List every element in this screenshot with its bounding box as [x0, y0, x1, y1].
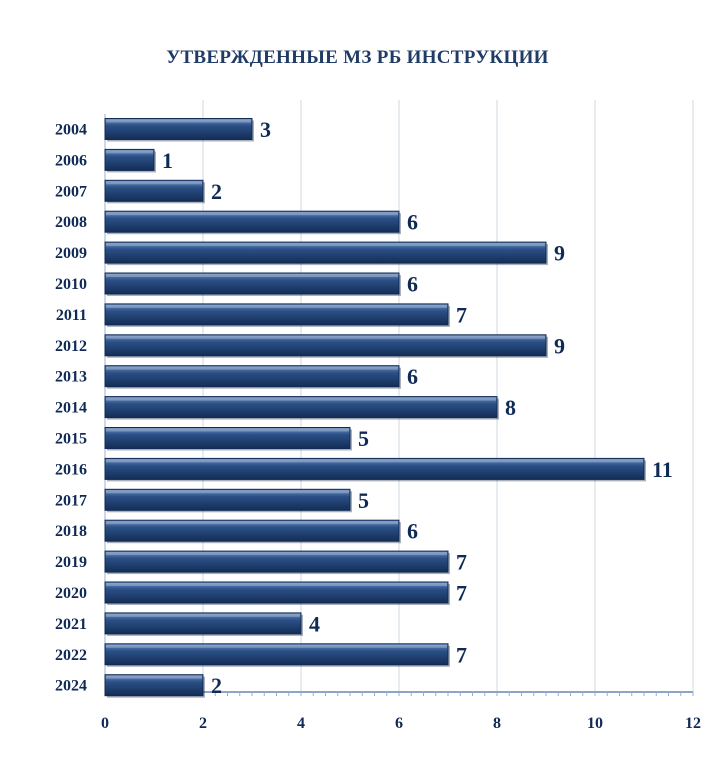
- data-label: 9: [554, 241, 565, 266]
- y-category-label: 2020: [55, 585, 87, 602]
- data-label: 6: [407, 272, 418, 297]
- y-category-label: 2021: [55, 616, 87, 633]
- data-label: 7: [456, 550, 467, 575]
- bar-highlight: [106, 675, 202, 679]
- x-tick-label: 4: [297, 715, 305, 732]
- x-tick-label: 8: [493, 715, 501, 732]
- x-tick-label: 0: [101, 715, 109, 732]
- x-tick-label: 10: [587, 715, 603, 732]
- bar-2010: [104, 272, 400, 295]
- data-label: 6: [407, 364, 418, 389]
- y-category-label: 2018: [55, 523, 87, 540]
- y-category-label: 2024: [55, 678, 87, 695]
- bars: [104, 118, 646, 698]
- data-label: 9: [554, 333, 565, 358]
- bar-highlight: [106, 613, 300, 617]
- data-label: 6: [407, 210, 418, 235]
- bar-highlight: [106, 428, 349, 432]
- y-category-label: 2015: [55, 431, 87, 448]
- labels: 2004 3 2006 1 2007 2 2008 6 2009 9 2010 6 2011 7 2012 9…: [55, 117, 673, 698]
- bar-highlight: [106, 243, 545, 247]
- y-category-label: 2016: [55, 461, 87, 478]
- bar-2018: [104, 519, 400, 542]
- x-tick-label: 6: [395, 715, 403, 732]
- bar-2012: [104, 334, 547, 357]
- y-category-label: 2006: [55, 152, 87, 169]
- bar-2024: [104, 674, 204, 697]
- bar-highlight: [106, 212, 398, 216]
- bar-highlight: [106, 644, 447, 648]
- bar-2015: [104, 427, 351, 449]
- y-category-label: 2014: [55, 400, 87, 417]
- y-category-label: 2012: [55, 338, 87, 355]
- bar-highlight: [106, 521, 398, 525]
- x-axis: 0 2 4 6 8 10 12: [101, 114, 701, 732]
- bar-2013: [104, 365, 400, 388]
- x-tick-label: 12: [685, 715, 701, 732]
- bar-2011: [104, 303, 449, 326]
- data-label: 7: [456, 581, 467, 606]
- bar-highlight: [106, 335, 545, 339]
- bar-2017: [104, 488, 351, 511]
- data-label: 1: [162, 148, 173, 173]
- y-category-label: 2017: [55, 492, 87, 509]
- data-label: 3: [260, 117, 271, 142]
- bar-highlight: [106, 304, 447, 308]
- y-category-label: 2009: [55, 245, 87, 262]
- chart-title: УТВЕРЖДЕННЫЕ МЗ РБ ИНСТРУКЦИИ: [166, 47, 549, 68]
- data-label: 7: [456, 642, 467, 667]
- bar-2007: [104, 179, 204, 202]
- bar-highlight: [106, 490, 349, 494]
- bar-highlight: [106, 119, 251, 123]
- y-category-label: 2011: [56, 307, 87, 324]
- bar-highlight: [106, 366, 398, 370]
- bar-2019: [104, 550, 449, 573]
- bar-2006: [104, 148, 155, 171]
- y-category-label: 2008: [55, 214, 87, 231]
- data-label: 5: [358, 426, 369, 451]
- bar-2016: [104, 457, 645, 480]
- bar-2020: [104, 581, 449, 604]
- bar-highlight: [106, 181, 202, 185]
- data-label: 11: [652, 457, 673, 482]
- data-label: 2: [211, 179, 222, 204]
- bar-highlight: [106, 397, 496, 401]
- bar-2022: [104, 643, 449, 666]
- data-label: 8: [505, 395, 516, 420]
- bar-2014: [104, 396, 498, 419]
- y-category-label: 2004: [55, 122, 87, 139]
- data-label: 5: [358, 488, 369, 513]
- x-tick-label: 2: [199, 715, 207, 732]
- y-category-label: 2022: [55, 647, 87, 664]
- bar-highlight: [106, 459, 643, 463]
- y-category-label: 2013: [55, 369, 87, 386]
- bar-highlight: [106, 274, 398, 277]
- bar-highlight: [106, 583, 447, 586]
- bar-2021: [104, 612, 302, 635]
- bar-2004: [104, 118, 253, 140]
- bar-2008: [104, 210, 400, 233]
- bar-highlight: [106, 552, 447, 556]
- bar-2009: [104, 241, 547, 264]
- bar-highlight: [106, 150, 153, 154]
- y-category-label: 2007: [55, 183, 87, 200]
- y-category-label: 2019: [55, 554, 87, 571]
- data-label: 4: [309, 611, 320, 636]
- data-label: 2: [211, 673, 222, 698]
- data-label: 6: [407, 519, 418, 544]
- data-label: 7: [456, 302, 467, 327]
- y-category-label: 2010: [55, 276, 87, 293]
